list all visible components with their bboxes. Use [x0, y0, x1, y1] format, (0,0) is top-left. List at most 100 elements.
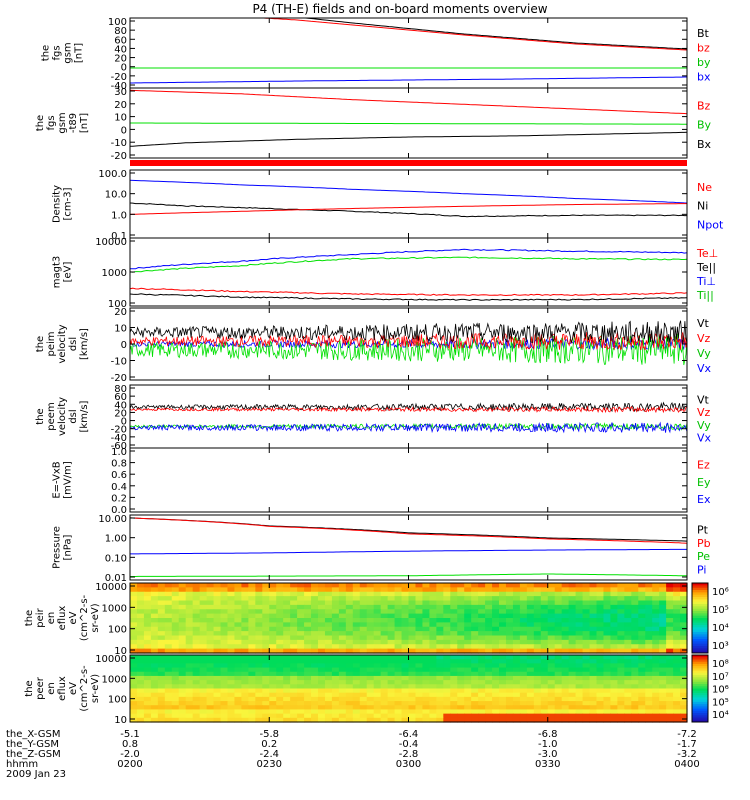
- heatmap-cell: [317, 671, 326, 677]
- heatmap-cell: [659, 635, 667, 641]
- heatmap-cell: [673, 635, 681, 641]
- heatmap-cell: [666, 613, 674, 619]
- heatmap-cell: [457, 639, 465, 645]
- heatmap-cell: [373, 644, 382, 650]
- heatmap-cell: [457, 626, 465, 632]
- heatmap-cell: [568, 705, 577, 711]
- heatmap-cell: [248, 596, 256, 602]
- heatmap-cell: [227, 622, 236, 628]
- heatmap-cell: [192, 600, 201, 606]
- heatmap-cell: [512, 631, 521, 637]
- heatmap-cell: [206, 622, 215, 628]
- heatmap-cell: [526, 648, 535, 654]
- heatmap-cell: [443, 713, 451, 719]
- heatmap-cell: [311, 583, 319, 588]
- heatmap-cell: [554, 618, 563, 623]
- heatmap-cell: [136, 604, 145, 610]
- heatmap-cell: [415, 663, 424, 669]
- heatmap-cell: [401, 717, 410, 723]
- heatmap-cell: [512, 705, 521, 711]
- heatmap-cell: [248, 639, 256, 645]
- heatmap-cell: [234, 696, 242, 702]
- heatmap-cell: [255, 604, 263, 610]
- y-tick-label: 10.00: [98, 514, 127, 525]
- heatmap-cell: [575, 667, 584, 673]
- heatmap-cell: [178, 692, 187, 698]
- heatmap-cell: [234, 618, 242, 623]
- heatmap-cell: [359, 609, 368, 615]
- y-axis-label: fgs: [52, 45, 63, 60]
- heatmap-cell: [359, 583, 368, 588]
- heatmap-cell: [659, 631, 667, 637]
- heatmap-cell: [540, 622, 549, 628]
- heatmap-cell: [457, 648, 465, 654]
- heatmap-cell: [311, 639, 319, 645]
- heatmap-cell: [345, 701, 354, 706]
- heatmap-cell: [582, 596, 591, 602]
- heatmap-cell: [512, 587, 521, 593]
- heatmap-cell: [610, 648, 618, 654]
- heatmap-cell: [436, 713, 444, 719]
- heatmap-cell: [554, 717, 563, 723]
- heatmap-cell: [666, 626, 674, 632]
- heatmap-cell: [401, 692, 410, 698]
- heatmap-cell: [471, 596, 479, 602]
- colorbar-segment: [692, 706, 708, 710]
- heatmap-cell: [422, 639, 430, 645]
- x-row-value: 0400: [674, 759, 699, 770]
- heatmap-cell: [582, 692, 591, 698]
- heatmap-cell: [617, 609, 625, 615]
- heatmap-cell: [262, 680, 270, 685]
- x-row-value: -6.8: [538, 729, 558, 740]
- heatmap-cell: [227, 659, 236, 664]
- heatmap-cell: [631, 671, 639, 677]
- heatmap-cell: [471, 696, 479, 702]
- heatmap-cell: [512, 604, 521, 610]
- heatmap-cell: [185, 667, 194, 673]
- heatmap-cell: [345, 639, 354, 645]
- heatmap-cell: [359, 622, 368, 628]
- heatmap-cell: [464, 675, 472, 681]
- heatmap-cell: [276, 705, 284, 711]
- colorbar-frame: [691, 654, 709, 723]
- heatmap-cell: [408, 631, 417, 637]
- heatmap-cell: [624, 639, 632, 645]
- heatmap-cell: [659, 671, 667, 677]
- y-tick-label: -20: [111, 72, 127, 83]
- y-tick-label: 0.01: [105, 573, 127, 584]
- heatmap-cell: [505, 626, 514, 632]
- heatmap-cell: [610, 591, 618, 597]
- heatmap-cell: [366, 663, 375, 669]
- heatmap-cell: [366, 709, 375, 715]
- heatmap-cell: [561, 600, 570, 606]
- heatmap-cell: [297, 671, 305, 677]
- heatmap-cell: [457, 671, 465, 677]
- heatmap-cell: [262, 626, 270, 632]
- heatmap-cell: [206, 639, 215, 645]
- heatmap-cell: [666, 648, 674, 654]
- colorbar-segment: [692, 599, 708, 603]
- y-axis-label: peem: [46, 402, 57, 430]
- heatmap-cell: [666, 583, 674, 588]
- heatmap-cell: [659, 591, 667, 597]
- heatmap-cell: [450, 692, 458, 698]
- y-tick-label: 0.10: [105, 553, 127, 564]
- y-axis-label: sr-eV): [90, 674, 101, 703]
- heatmap-cell: [526, 684, 535, 690]
- heatmap-cell: [478, 618, 486, 623]
- heatmap-cell: [429, 671, 437, 677]
- heatmap-cell: [324, 613, 333, 619]
- heatmap-cell: [185, 600, 194, 606]
- heatmap-cell: [666, 684, 674, 690]
- heatmap-cell: [359, 696, 368, 702]
- heatmap-cell: [199, 618, 208, 623]
- heatmap-cell: [359, 591, 368, 597]
- heatmap-cell: [234, 701, 242, 706]
- heatmap-cell: [652, 622, 660, 628]
- y-tick-label: 0: [121, 125, 127, 136]
- heatmap-cell: [150, 659, 159, 664]
- heatmap-cell: [227, 631, 236, 637]
- heatmap-cell: [505, 684, 514, 690]
- heatmap-cell: [422, 618, 430, 623]
